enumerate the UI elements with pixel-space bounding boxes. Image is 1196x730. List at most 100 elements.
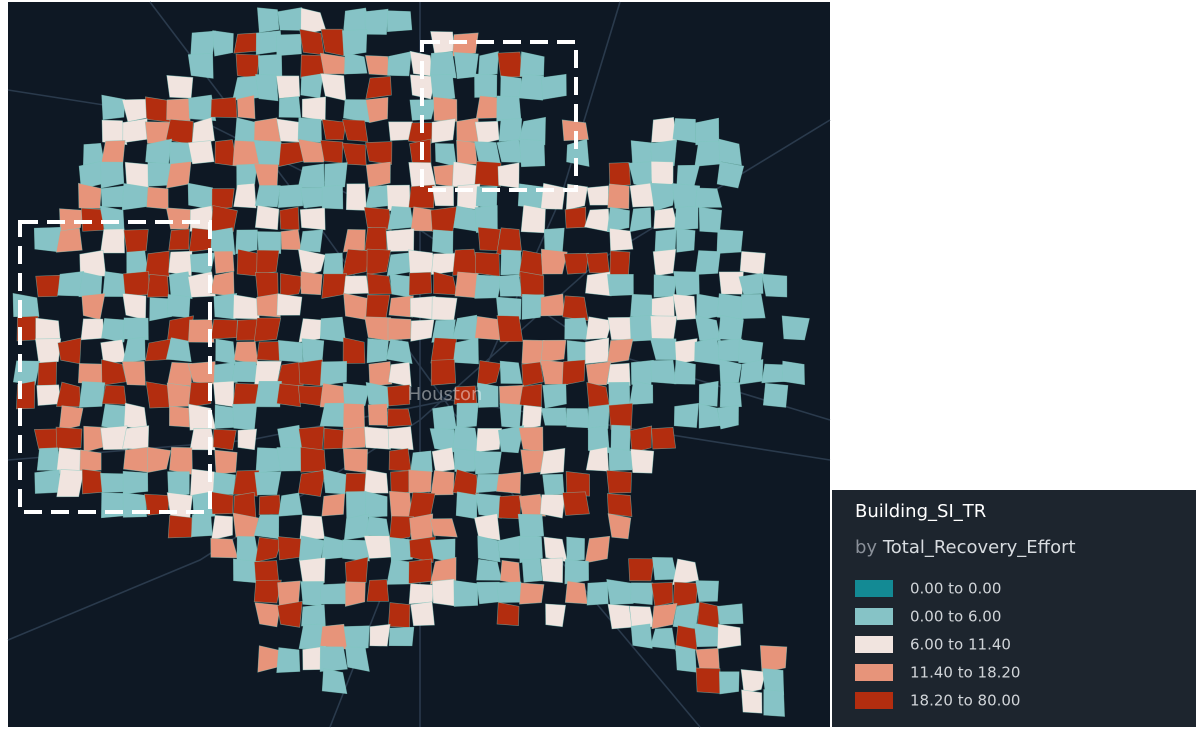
tract <box>254 380 282 408</box>
tract <box>122 425 150 451</box>
tract <box>80 318 105 341</box>
tract <box>521 361 544 387</box>
tract <box>12 360 41 386</box>
tract <box>363 535 393 559</box>
tract <box>695 667 721 694</box>
tract <box>321 535 345 560</box>
tract <box>408 583 435 605</box>
tract <box>165 207 194 230</box>
tract <box>276 361 304 387</box>
tract <box>321 119 347 141</box>
tract <box>540 339 567 363</box>
legend-swatch <box>855 636 893 653</box>
tract <box>607 183 630 210</box>
tract <box>301 96 327 122</box>
tract <box>473 451 502 475</box>
tract <box>609 227 634 252</box>
tract <box>454 271 479 299</box>
tract <box>280 229 302 251</box>
tract <box>518 116 546 146</box>
tract <box>739 251 766 276</box>
tract <box>254 602 281 628</box>
tract <box>584 337 610 365</box>
tract <box>740 669 767 694</box>
tract <box>121 183 149 211</box>
tract <box>410 319 435 342</box>
tract <box>564 317 590 340</box>
tract <box>496 601 520 626</box>
tract <box>496 95 522 122</box>
tract <box>299 229 324 253</box>
tract <box>321 668 348 695</box>
tract <box>255 447 282 474</box>
tract <box>430 206 458 233</box>
tract <box>606 493 633 517</box>
tract <box>236 94 256 120</box>
tract <box>630 448 655 474</box>
tract <box>408 271 432 296</box>
tract <box>342 337 366 364</box>
tract <box>716 161 745 189</box>
tract <box>673 271 700 297</box>
tract <box>300 271 323 296</box>
tract <box>387 10 413 33</box>
tract <box>761 273 788 298</box>
tract <box>453 580 479 607</box>
tract <box>35 338 62 365</box>
tract <box>606 578 634 605</box>
tract <box>519 536 543 564</box>
tract <box>409 74 437 100</box>
tract <box>388 626 415 647</box>
tract <box>122 470 149 495</box>
tract <box>299 514 325 540</box>
tract <box>123 446 149 473</box>
tract <box>499 559 521 585</box>
tract <box>55 426 83 450</box>
tract <box>541 73 567 100</box>
tract <box>408 469 433 494</box>
legend-label: 0.00 to 0.00 <box>910 580 1001 598</box>
tract <box>452 337 479 365</box>
tract <box>517 513 545 541</box>
tract <box>521 558 543 583</box>
tract <box>56 469 85 498</box>
tract <box>214 449 238 475</box>
tract <box>388 515 414 542</box>
tract <box>166 492 193 520</box>
tract <box>188 319 215 343</box>
tract <box>343 625 370 651</box>
tract <box>496 139 524 163</box>
tract <box>35 317 61 342</box>
tract <box>233 183 257 209</box>
tract <box>542 473 565 496</box>
tract <box>429 518 458 538</box>
tract <box>387 426 414 451</box>
tract <box>606 470 632 494</box>
tract <box>539 494 566 519</box>
tract <box>342 383 370 406</box>
tract <box>563 252 590 275</box>
legend-by: by <box>855 537 877 558</box>
legend-label: 6.00 to 11.40 <box>910 636 1011 654</box>
tract <box>674 205 699 231</box>
tract <box>277 600 303 628</box>
tract <box>409 513 434 542</box>
tract <box>474 315 501 341</box>
tract <box>628 558 655 582</box>
tract <box>498 118 523 142</box>
tract <box>498 494 522 520</box>
tract <box>101 318 129 343</box>
tract <box>385 338 413 365</box>
legend-swatch <box>855 664 893 681</box>
tract <box>254 204 280 231</box>
tract <box>280 273 305 297</box>
tract <box>676 228 696 253</box>
tract <box>496 581 523 603</box>
tract <box>78 381 106 408</box>
tract <box>719 358 742 385</box>
tract <box>409 450 433 475</box>
tract <box>650 139 677 167</box>
tract <box>540 407 568 426</box>
tract <box>319 361 348 386</box>
tract <box>388 295 414 318</box>
